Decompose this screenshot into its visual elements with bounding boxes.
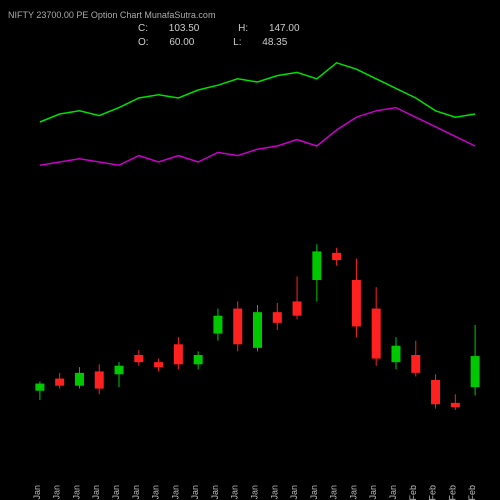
x-axis-label: 24 Jan — [289, 485, 299, 500]
candle-body — [471, 356, 480, 387]
x-axis-label: 15 Jan — [151, 485, 161, 500]
x-axis-label: 28 Jan — [329, 485, 339, 500]
x-axis-label: 03 Feb — [408, 485, 418, 500]
x-axis-label: 10 Jan — [91, 485, 101, 500]
candle-body — [75, 373, 84, 386]
candle-body — [253, 312, 262, 348]
candle-body — [194, 355, 203, 364]
candle-body — [273, 312, 282, 323]
candle-body — [174, 344, 183, 364]
x-axis-label: 27 Jan — [309, 485, 319, 500]
candle-body — [352, 280, 361, 326]
candle-body — [55, 379, 64, 386]
magenta-line — [40, 108, 475, 166]
x-axis-label: 06 Feb — [467, 485, 477, 500]
candle-body — [391, 346, 400, 362]
candle-body — [154, 362, 163, 367]
x-axis-label: 05 Feb — [447, 485, 457, 500]
x-axis-label: 29 Jan — [348, 485, 358, 500]
x-axis-label: 16 Jan — [170, 485, 180, 500]
candle-body — [134, 355, 143, 362]
x-axis-label: 09 Jan — [71, 485, 81, 500]
x-axis-label: 23 Jan — [269, 485, 279, 500]
candle-body — [213, 316, 222, 334]
chart-svg: 07 Jan 08 Jan 09 Jan 10 Jan 13 Jan 14 Jan 15 J… — [0, 0, 500, 500]
x-axis-label: 13 Jan — [111, 485, 121, 500]
candle-body — [293, 301, 302, 315]
x-axis-label: 21 Jan — [230, 485, 240, 500]
candle-body — [95, 371, 104, 388]
candle-body — [115, 366, 124, 375]
candle-body — [372, 309, 381, 359]
candle-body — [451, 403, 460, 407]
candle-body — [431, 380, 440, 404]
candle-body — [332, 253, 341, 260]
x-axis-label: 30 Jan — [368, 485, 378, 500]
x-axis-label: 17 Jan — [190, 485, 200, 500]
x-axis-label: 20 Jan — [210, 485, 220, 500]
x-axis-label: 22 Jan — [250, 485, 260, 500]
x-axis-label: 14 Jan — [131, 485, 141, 500]
candle-body — [411, 355, 420, 373]
x-axis-label: 08 Jan — [52, 485, 62, 500]
green-line — [40, 63, 475, 122]
x-axis-label: 07 Jan — [32, 485, 42, 500]
candle-body — [312, 251, 321, 280]
x-axis-label: 04 Feb — [428, 485, 438, 500]
candle-body — [233, 309, 242, 345]
candle-body — [35, 384, 44, 391]
chart-container: NIFTY 23700.00 PE Option Chart MunafaSut… — [0, 0, 500, 500]
x-axis-label: 31 Jan — [388, 485, 398, 500]
